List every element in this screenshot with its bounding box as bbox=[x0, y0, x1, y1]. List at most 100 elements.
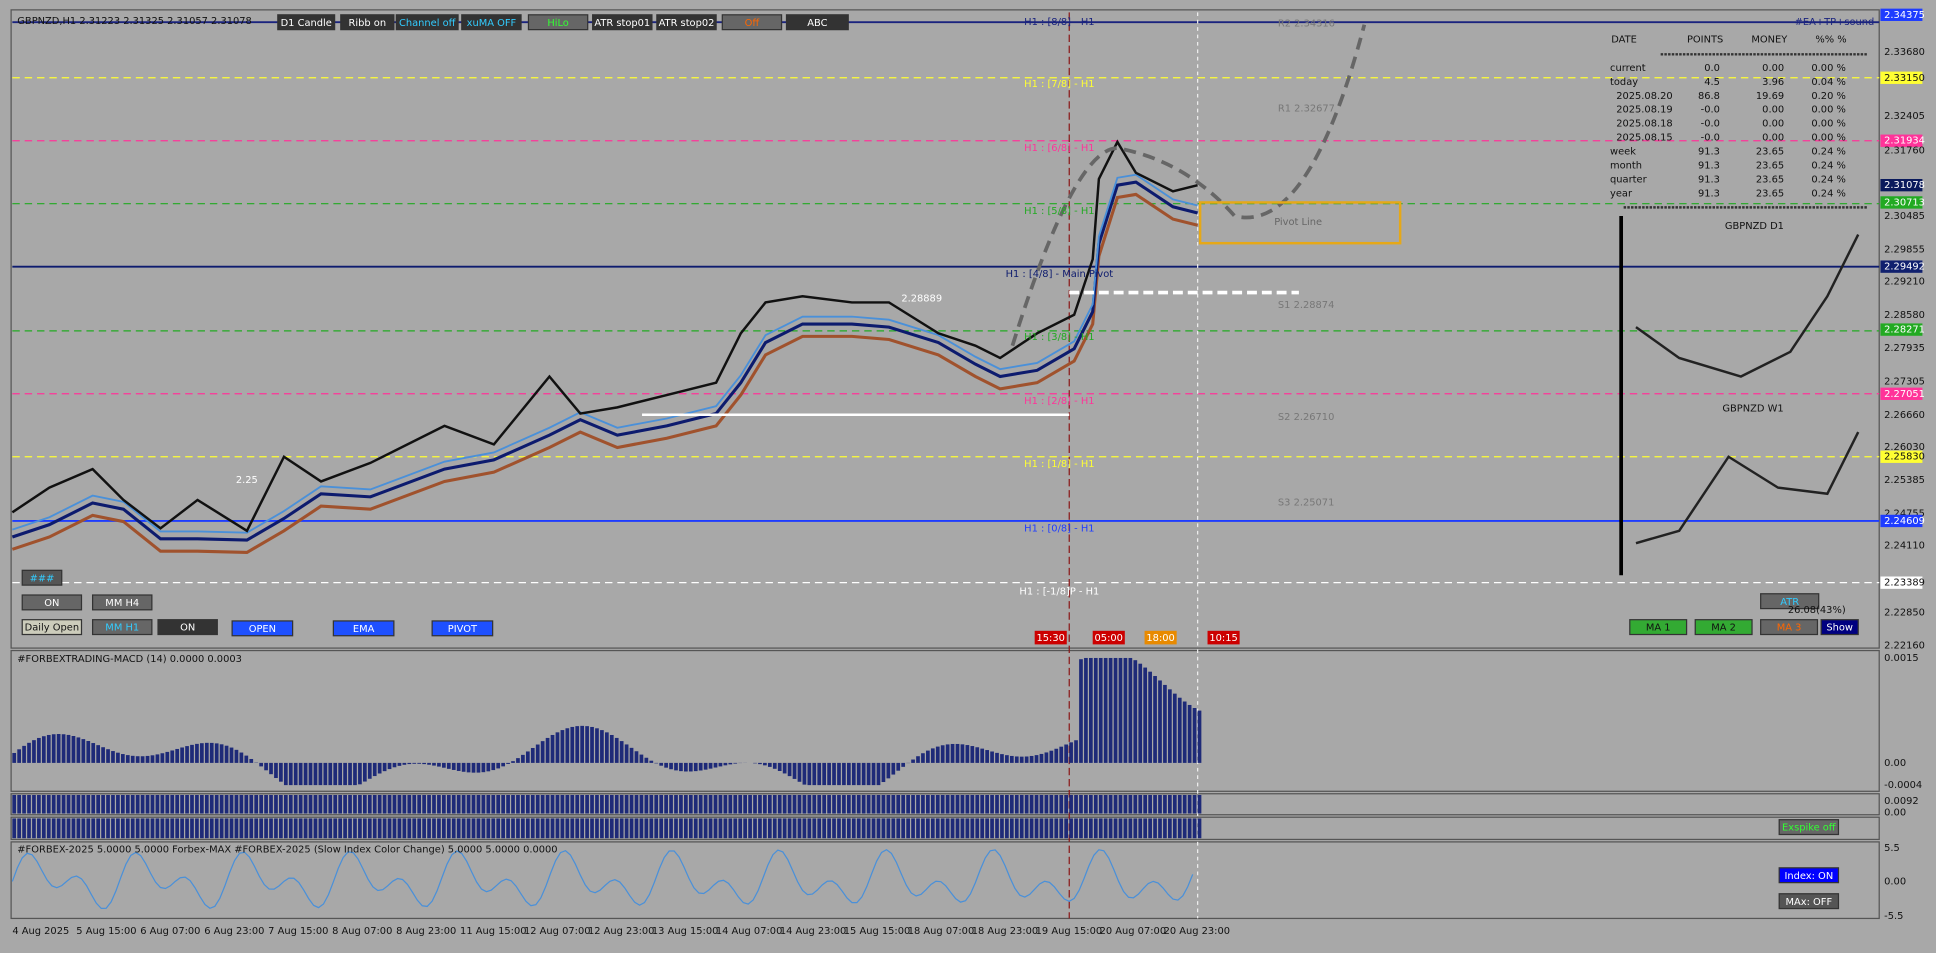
time-axis-label: 12 Aug 23:00 bbox=[588, 926, 654, 937]
strip-bar bbox=[145, 818, 150, 839]
strip-bar bbox=[738, 794, 743, 814]
strip-bar bbox=[1089, 794, 1093, 814]
strip-bar bbox=[422, 818, 426, 839]
indicator-button-bg[interactable] bbox=[1778, 819, 1840, 836]
price-highlight bbox=[1880, 387, 1923, 400]
strip-bar bbox=[293, 818, 298, 839]
left-button-bg[interactable] bbox=[21, 569, 63, 586]
strip-bar bbox=[283, 818, 288, 839]
strip-bar bbox=[866, 794, 871, 814]
table-cell: today bbox=[1610, 77, 1638, 88]
macd-bar bbox=[116, 752, 120, 763]
indicator-button[interactable]: Exspike off bbox=[1782, 823, 1836, 834]
left-button[interactable]: PIVOT bbox=[448, 624, 478, 635]
left-button[interactable]: OPEN bbox=[249, 624, 276, 635]
macd-bar bbox=[56, 734, 61, 763]
right-button[interactable]: ATR bbox=[1780, 597, 1799, 608]
indicator-button-bg[interactable] bbox=[1778, 893, 1840, 910]
strip-bar bbox=[506, 818, 510, 839]
top-button-bg[interactable] bbox=[785, 14, 849, 31]
right-button-bg[interactable] bbox=[1820, 619, 1859, 636]
macd-bar bbox=[1084, 657, 1088, 763]
strip-bar bbox=[71, 794, 76, 814]
left-button-bg[interactable] bbox=[21, 619, 83, 636]
top-button[interactable]: xuMA OFF bbox=[467, 18, 517, 29]
level-label: H1 : [3/8] - H1 bbox=[1024, 332, 1094, 343]
strip-bar bbox=[224, 794, 229, 814]
strip-bar bbox=[511, 818, 515, 839]
left-button[interactable]: EMA bbox=[353, 624, 375, 635]
strip-bar bbox=[644, 818, 649, 839]
left-button[interactable]: ### bbox=[30, 573, 55, 584]
top-button-bg[interactable] bbox=[340, 14, 395, 31]
left-button-bg[interactable] bbox=[231, 620, 294, 637]
strip-bar bbox=[669, 794, 673, 814]
indicator-button-bg[interactable] bbox=[1778, 867, 1840, 884]
left-button-bg[interactable] bbox=[91, 594, 153, 611]
strip-bar bbox=[906, 794, 910, 814]
strip-bar bbox=[1118, 794, 1123, 814]
top-button[interactable]: ATR stop01 bbox=[594, 18, 650, 29]
left-button[interactable]: Daily Open bbox=[25, 623, 79, 634]
top-button-bg[interactable] bbox=[527, 14, 589, 31]
right-button[interactable]: MA 2 bbox=[1711, 623, 1736, 634]
right-button-bg[interactable] bbox=[1694, 619, 1753, 636]
strip-bar bbox=[1000, 794, 1004, 814]
left-button-bg[interactable] bbox=[21, 594, 83, 611]
strip-bar bbox=[797, 818, 802, 839]
right-button-bg[interactable] bbox=[1760, 619, 1819, 636]
top-button[interactable]: Off bbox=[745, 18, 760, 29]
left-button[interactable]: ON bbox=[180, 623, 195, 634]
strip-bar bbox=[748, 818, 752, 839]
top-button-bg[interactable] bbox=[656, 14, 717, 31]
left-button-bg[interactable] bbox=[332, 620, 395, 637]
left-button[interactable]: ON bbox=[44, 598, 59, 609]
indicator-button[interactable]: MAx: OFF bbox=[1785, 897, 1832, 908]
strip-bar bbox=[605, 794, 609, 814]
right-button-bg[interactable] bbox=[1760, 593, 1820, 610]
strip-bar bbox=[792, 818, 797, 839]
indicator-label: #FORBEXTRADING-MACD (14) 0.0000 0.0003 bbox=[17, 654, 242, 665]
strip-bar bbox=[906, 818, 910, 839]
left-button[interactable]: MM H4 bbox=[105, 598, 139, 609]
price-axis-label: 2.27935 bbox=[1884, 343, 1925, 354]
strip-bar bbox=[1133, 794, 1138, 814]
left-button-bg[interactable] bbox=[91, 619, 153, 636]
macd-bar bbox=[605, 732, 609, 763]
macd-bar bbox=[496, 762, 501, 769]
right-button[interactable]: MA 1 bbox=[1646, 623, 1671, 634]
left-button-bg[interactable] bbox=[431, 620, 494, 637]
top-button[interactable]: Ribb on bbox=[349, 18, 387, 29]
strip-bar bbox=[101, 818, 105, 839]
top-button[interactable]: Channel off bbox=[399, 18, 456, 29]
strip-bar bbox=[945, 818, 950, 839]
right-button[interactable]: MA 3 bbox=[1777, 623, 1802, 634]
top-button[interactable]: ATR stop02 bbox=[659, 18, 715, 29]
right-button-bg[interactable] bbox=[1629, 619, 1688, 636]
top-button-bg[interactable] bbox=[277, 14, 336, 31]
macd-bar bbox=[298, 762, 303, 786]
macd-bar bbox=[1172, 693, 1177, 763]
top-button[interactable]: ABC bbox=[807, 18, 827, 29]
strip-bar bbox=[1177, 818, 1182, 839]
top-button[interactable]: HiLo bbox=[547, 18, 569, 29]
strip-bar bbox=[970, 818, 975, 839]
left-button[interactable]: MM H1 bbox=[105, 623, 139, 634]
indicator-button[interactable]: Index: ON bbox=[1784, 871, 1833, 882]
strip-bar bbox=[333, 794, 338, 814]
strip-bar bbox=[753, 818, 757, 839]
strip-bar bbox=[377, 818, 382, 839]
top-button[interactable]: D1 Candle bbox=[281, 18, 332, 29]
left-button-bg[interactable] bbox=[157, 619, 218, 636]
macd-bar bbox=[1064, 744, 1069, 763]
top-button-bg[interactable] bbox=[395, 14, 459, 31]
top-button-bg[interactable] bbox=[461, 14, 522, 31]
top-button-bg[interactable] bbox=[592, 14, 653, 31]
macd-bar bbox=[451, 762, 456, 770]
strip-bar bbox=[891, 794, 896, 814]
time-axis-label: 18 Aug 23:00 bbox=[972, 926, 1038, 937]
macd-bar bbox=[600, 730, 604, 763]
top-button-bg[interactable] bbox=[721, 14, 783, 31]
right-button[interactable]: Show bbox=[1826, 623, 1853, 634]
table-cell: 91.3 bbox=[1698, 174, 1720, 185]
